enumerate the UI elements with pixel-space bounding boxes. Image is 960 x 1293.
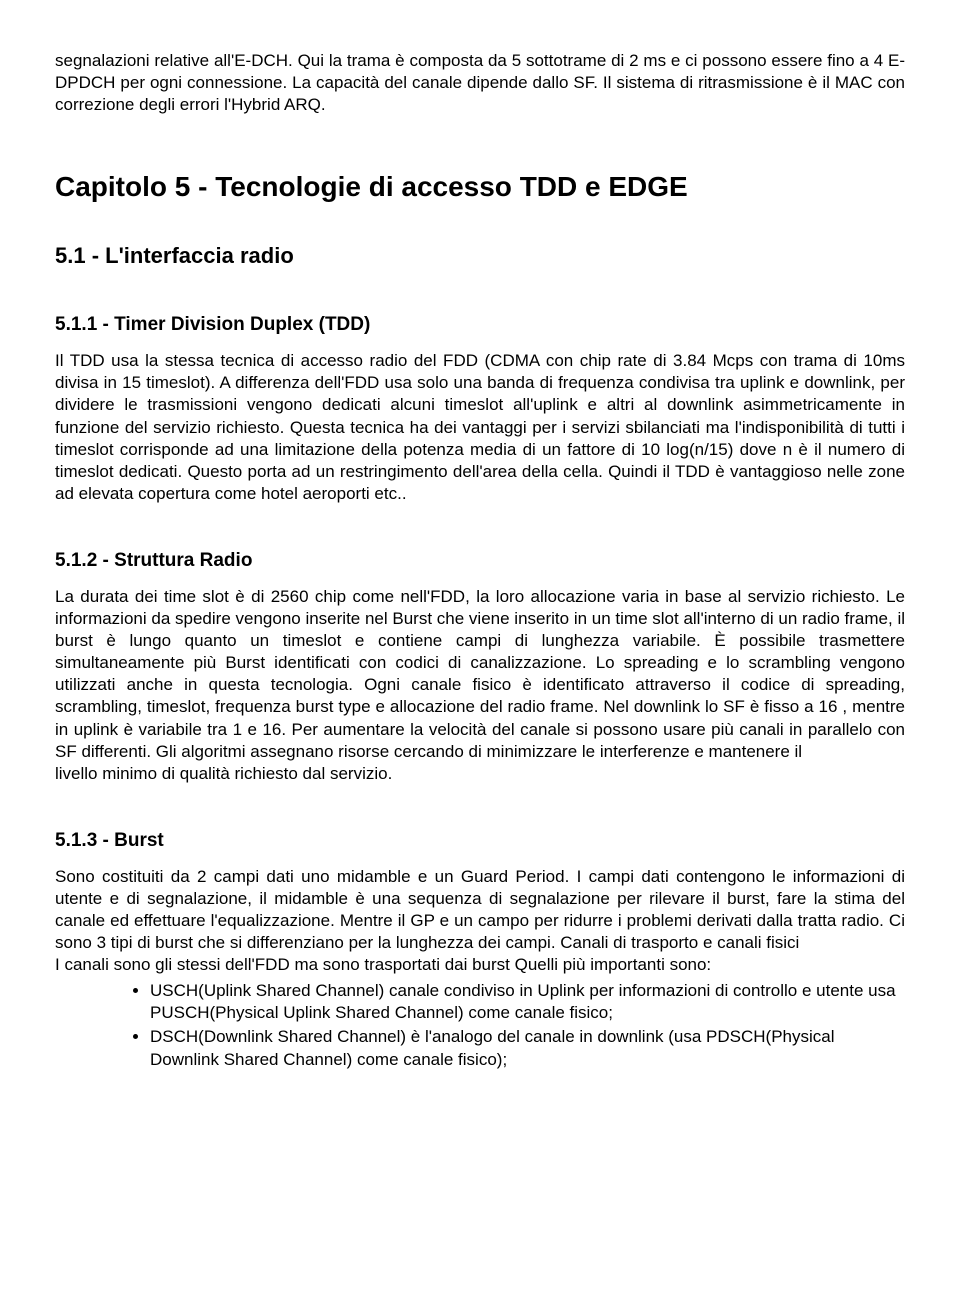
section-5-1-1-paragraph: Il TDD usa la stessa tecnica di accesso … — [55, 350, 905, 505]
list-item: DSCH(Downlink Shared Channel) è l'analog… — [150, 1026, 905, 1070]
intro-paragraph: segnalazioni relative all'E-DCH. Qui la … — [55, 50, 905, 116]
section-5-1-2-title: 5.1.2 - Struttura Radio — [55, 550, 905, 572]
section-5-1-2-paragraph-tail: livello minimo di qualità richiesto dal … — [55, 763, 905, 785]
list-item: USCH(Uplink Shared Channel) canale condi… — [150, 980, 905, 1024]
section-5-1-3-paragraph-2: I canali sono gli stessi dell'FDD ma son… — [55, 954, 905, 976]
section-5-1-3-paragraph-1: Sono costituiti da 2 campi dati uno mida… — [55, 866, 905, 954]
channel-list: USCH(Uplink Shared Channel) canale condi… — [55, 980, 905, 1070]
section-5-1-2-paragraph: La durata dei time slot è di 2560 chip c… — [55, 586, 905, 763]
section-5-1-title: 5.1 - L'interfaccia radio — [55, 243, 905, 269]
section-5-1-1-title: 5.1.1 - Timer Division Duplex (TDD) — [55, 314, 905, 336]
chapter-title: Capitolo 5 - Tecnologie di accesso TDD e… — [55, 171, 905, 203]
section-5-1-3-title: 5.1.3 - Burst — [55, 830, 905, 852]
